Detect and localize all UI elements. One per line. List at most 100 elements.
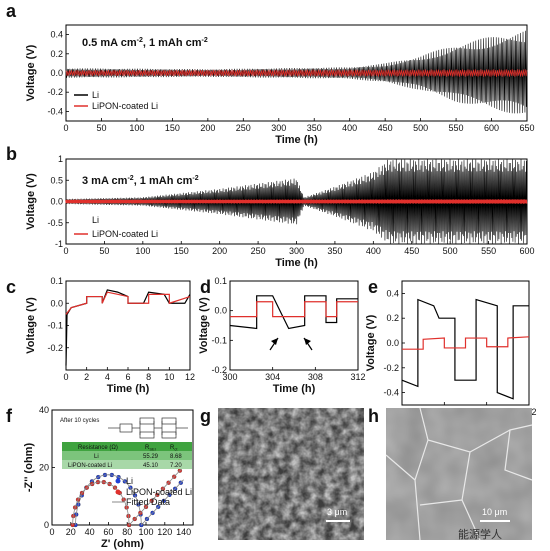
y-tick-label: -0.1 xyxy=(47,321,63,331)
x-tick-label: 4 xyxy=(105,372,110,382)
y-tick-label: 0.0 xyxy=(50,68,63,78)
panel-label-d: d xyxy=(200,277,211,297)
table-cell: LiPON-coated Li xyxy=(68,463,112,469)
series-li-line xyxy=(229,295,358,330)
panel-g-sem-image: 3 μm xyxy=(218,408,364,540)
table-row-lipon xyxy=(62,460,192,469)
x-tick-label: 600 xyxy=(484,123,499,133)
series-lipon-trace xyxy=(65,69,528,77)
x-tick-label: 100 xyxy=(135,246,150,256)
y-tick-label: -0.5 xyxy=(47,218,63,228)
x-tick-label: 500 xyxy=(413,123,428,133)
table-cell: Li xyxy=(94,454,99,460)
x-tick-label: 12 xyxy=(185,372,195,382)
circuit-diagram xyxy=(108,417,188,439)
legend-label-li: Li xyxy=(92,215,99,225)
panel-label-e: e xyxy=(368,277,378,297)
y-axis-label: -Z'' (ohm) xyxy=(23,443,35,493)
x-axis-label: Time (h) xyxy=(107,383,150,395)
panel-label-g: g xyxy=(200,406,211,426)
legend-label-li: Li xyxy=(92,90,99,100)
y-axis-label: Voltage (V) xyxy=(25,173,37,230)
x-tick-label: 120 xyxy=(157,527,172,537)
y-tick-label: 0.2 xyxy=(386,313,399,323)
y-tick-label: 0.2 xyxy=(50,49,63,59)
table-cell: 45.10 xyxy=(143,463,159,469)
x-tick-label: 650 xyxy=(519,123,534,133)
x-tick-label: 2 xyxy=(84,372,89,382)
y-axis-label: Voltage (V) xyxy=(25,44,37,101)
plot-frame xyxy=(65,280,191,371)
y-tick-label: 1 xyxy=(58,154,63,164)
panel-label-b: b xyxy=(6,144,17,164)
x-tick-label: 10 xyxy=(164,372,174,382)
panel-f-chart: 0 20 40 60 80 100 120 140 0 20 40 Z' (ohm) -Z'' (ohm… xyxy=(23,405,194,550)
scale-bar-label: 10 μm xyxy=(482,507,507,517)
x-tick-label: 600 xyxy=(519,246,534,256)
legend-label-fit: Fitted Data xyxy=(126,497,170,507)
x-tick-label: 50 xyxy=(99,246,109,256)
x-tick-label: 140 xyxy=(176,527,191,537)
table-row-li xyxy=(62,451,192,460)
x-tick-label: 150 xyxy=(174,246,189,256)
x-tick-label: 400 xyxy=(366,246,381,256)
x-tick-label: 400 xyxy=(342,123,357,133)
x-axis-label: Z' (ohm) xyxy=(101,538,144,550)
x-tick-label: 0 xyxy=(49,527,54,537)
x-tick-label: 300 xyxy=(289,246,304,256)
x-tick-label: 304 xyxy=(265,372,280,382)
panel-label-f: f xyxy=(6,406,13,426)
y-tick-label: -0.4 xyxy=(383,388,399,398)
scale-bar-label: 3 μm xyxy=(327,507,347,517)
series-li-trace xyxy=(65,30,528,114)
arrowhead-left xyxy=(271,338,278,345)
panel-b-legend: Li LiPON-coated Li xyxy=(74,215,158,239)
x-tick-label: 0 xyxy=(63,372,68,382)
inset-caption: After 10 cycles xyxy=(60,418,99,424)
x-tick-label: 60 xyxy=(103,527,113,537)
y-tick-label: 0.4 xyxy=(50,30,63,40)
legend-label-li: Li xyxy=(126,476,133,486)
x-tick-label: 50 xyxy=(96,123,106,133)
table-header-row xyxy=(62,442,192,451)
arrowhead-right xyxy=(304,338,311,345)
y-axis-label: Voltage (V) xyxy=(25,297,37,354)
y-tick-label: 40 xyxy=(39,405,49,415)
x-tick-label: 250 xyxy=(251,246,266,256)
y-tick-label: -0.1 xyxy=(211,335,227,345)
x-tick-label: 350 xyxy=(307,123,322,133)
series-lipon-line xyxy=(65,291,191,315)
x-tick-label: 450 xyxy=(404,246,419,256)
panel-a-legend: Li LiPON-coated Li xyxy=(74,90,158,111)
x-axis-label: Time (h) xyxy=(275,134,318,146)
y-tick-label: 0.0 xyxy=(50,197,63,207)
x-tick-label: 20 xyxy=(66,527,76,537)
legend-marker-lipon xyxy=(115,489,121,495)
y-tick-label: -0.4 xyxy=(47,106,63,116)
table-header-rct: Rct xyxy=(170,445,178,452)
panel-a-chart: 0 50 100 150 200 250 300 350 400 450 500 550 600 650 -… xyxy=(25,24,535,146)
legend-label-lipon: LiPON-coated Li xyxy=(92,229,158,239)
x-tick-label: 300 xyxy=(222,372,237,382)
panel-b-condition: 3 mA cm-2, 1 mAh cm-2 xyxy=(82,175,199,187)
x-tick-label: 550 xyxy=(481,246,496,256)
y-tick-label: -1 xyxy=(55,239,63,249)
panel-h-sem-image: 10 μm xyxy=(385,407,533,541)
y-axis-label: Voltage (V) xyxy=(198,297,210,354)
fitted-line xyxy=(75,474,184,526)
panel-f-inset: After 10 cycles Resistance (Ω) RSEI Rct … xyxy=(60,417,192,469)
y-tick-label: 0.1 xyxy=(50,276,63,286)
legend-label-lipon: LiPON-coated Li xyxy=(126,487,192,497)
y-tick-label: 0.5 xyxy=(50,175,63,185)
x-tick-label: 300 xyxy=(271,123,286,133)
table-cell: 55.29 xyxy=(143,454,159,460)
panel-b-chart: 0 50 100 150 200 250 300 350 400 450 500 550 600 -1 -0… xyxy=(25,154,535,269)
y-tick-label: 0.1 xyxy=(214,276,227,286)
fitted-line xyxy=(72,468,182,526)
legend-label-lipon: LiPON-coated Li xyxy=(92,101,158,111)
x-tick-label: 0 xyxy=(63,246,68,256)
y-tick-label: -0.2 xyxy=(383,363,399,373)
y-tick-label: -0.2 xyxy=(47,87,63,97)
table-header-rsei: RSEI xyxy=(145,445,156,452)
